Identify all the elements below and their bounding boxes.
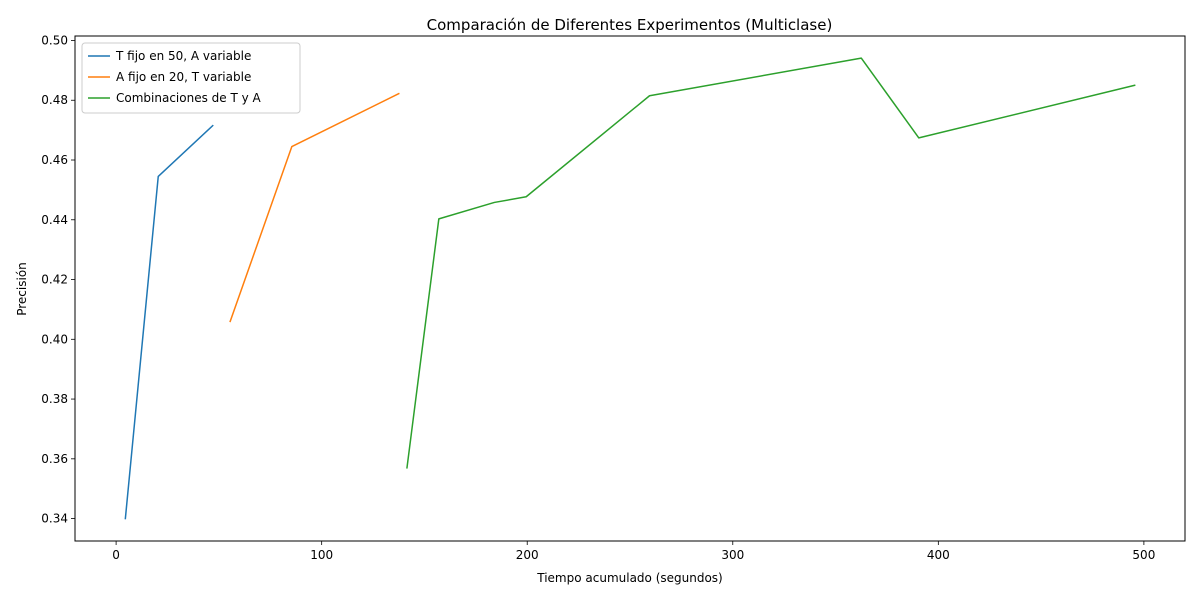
plot-lines (124, 57, 1136, 520)
y-tick-label: 0.44 (41, 213, 68, 227)
x-axis: 0 100 200 300 400 500 (112, 541, 1155, 562)
y-tick-label: 0.48 (41, 93, 68, 107)
legend-label-2: A fijo en 20, T variable (116, 70, 251, 84)
plot-frame (74, 35, 1186, 542)
series-line-1 (124, 124, 214, 520)
x-tick-label: 500 (1132, 548, 1155, 562)
x-axis-title: Tiempo acumulado (segundos) (536, 571, 723, 585)
legend-label-1: T fijo en 50, A variable (115, 49, 251, 63)
x-tick-label: 300 (721, 548, 744, 562)
legend: T fijo en 50, A variable A fijo en 20, T … (81, 42, 301, 114)
y-tick-label: 0.36 (41, 452, 68, 466)
y-tick-label: 0.50 (41, 33, 68, 47)
x-tick-label: 400 (927, 548, 950, 562)
chart-title: Comparación de Diferentes Experimentos (… (427, 16, 833, 34)
x-tick-label: 200 (516, 548, 539, 562)
series-line-3 (406, 57, 1136, 469)
y-tick-label: 0.38 (41, 392, 68, 406)
y-tick-label: 0.42 (41, 273, 68, 287)
y-tick-label: 0.46 (41, 153, 68, 167)
y-tick-label: 0.34 (41, 512, 68, 526)
legend-label-3: Combinaciones de T y A (116, 91, 262, 105)
y-tick-label: 0.40 (41, 332, 68, 346)
x-tick-label: 0 (112, 548, 120, 562)
x-tick-label: 100 (310, 548, 333, 562)
legend-box (81, 42, 301, 114)
y-axis-title: Precisión (15, 262, 29, 316)
y-axis: 0.34 0.36 0.38 0.40 0.42 0.44 0.46 0.48 0.50 (41, 33, 75, 526)
series-line-2 (229, 92, 400, 323)
